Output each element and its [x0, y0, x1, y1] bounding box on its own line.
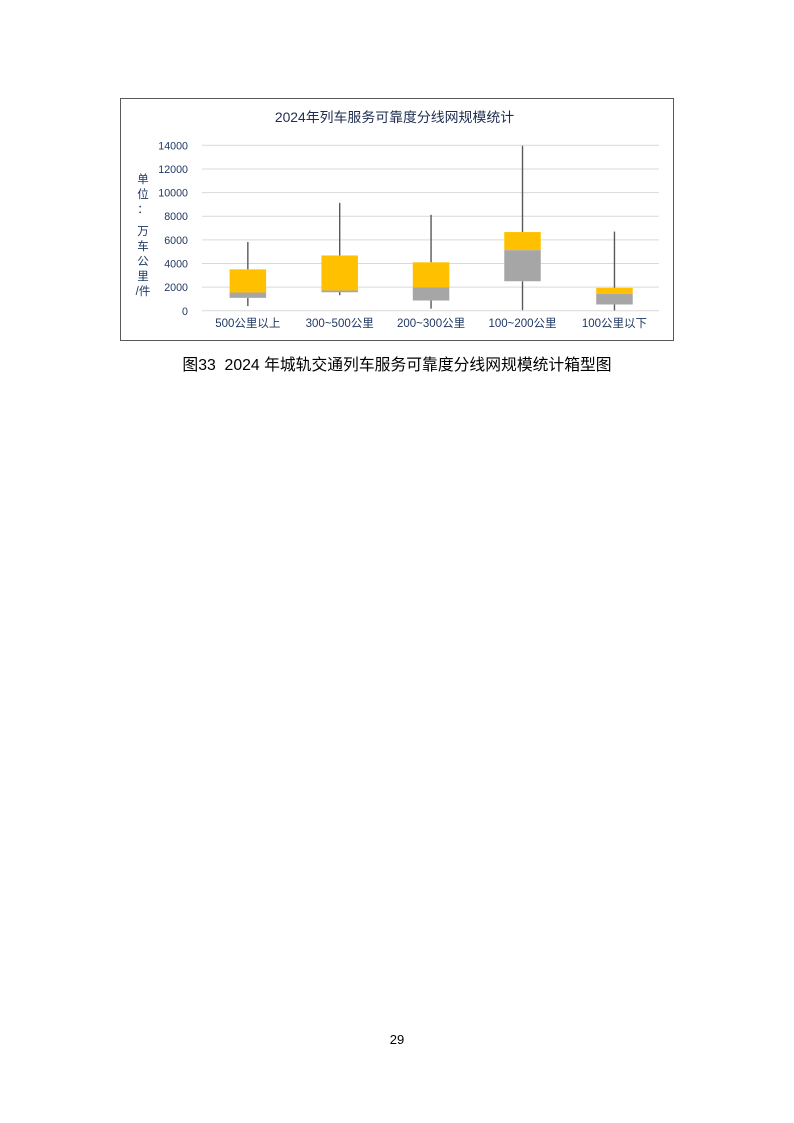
svg-text:位: 位	[137, 187, 149, 201]
svg-text:12000: 12000	[158, 164, 188, 176]
svg-text:/件: /件	[136, 284, 151, 298]
svg-text:100公里以下: 100公里以下	[582, 317, 647, 330]
svg-text:200~300公里: 200~300公里	[397, 317, 465, 330]
svg-text:14000: 14000	[158, 140, 188, 152]
svg-text:0: 0	[182, 306, 188, 318]
svg-text:500公里以上: 500公里以上	[215, 317, 280, 330]
svg-text:8000: 8000	[164, 211, 188, 223]
svg-text:车: 车	[137, 239, 149, 253]
svg-text:万: 万	[137, 226, 149, 238]
svg-text:6000: 6000	[164, 235, 188, 247]
svg-text:单: 单	[137, 173, 149, 186]
svg-text:4000: 4000	[164, 259, 188, 271]
svg-text:2000: 2000	[164, 282, 188, 294]
svg-text:300~500公里: 300~500公里	[306, 317, 374, 330]
svg-text:10000: 10000	[158, 188, 188, 200]
svg-text:：: ：	[137, 204, 149, 216]
svg-text:里: 里	[137, 270, 149, 283]
svg-text:公: 公	[137, 255, 149, 268]
svg-text:2024年列车服务可靠度分线网规模统计: 2024年列车服务可靠度分线网规模统计	[275, 109, 514, 125]
svg-text:100~200公里: 100~200公里	[488, 317, 556, 330]
